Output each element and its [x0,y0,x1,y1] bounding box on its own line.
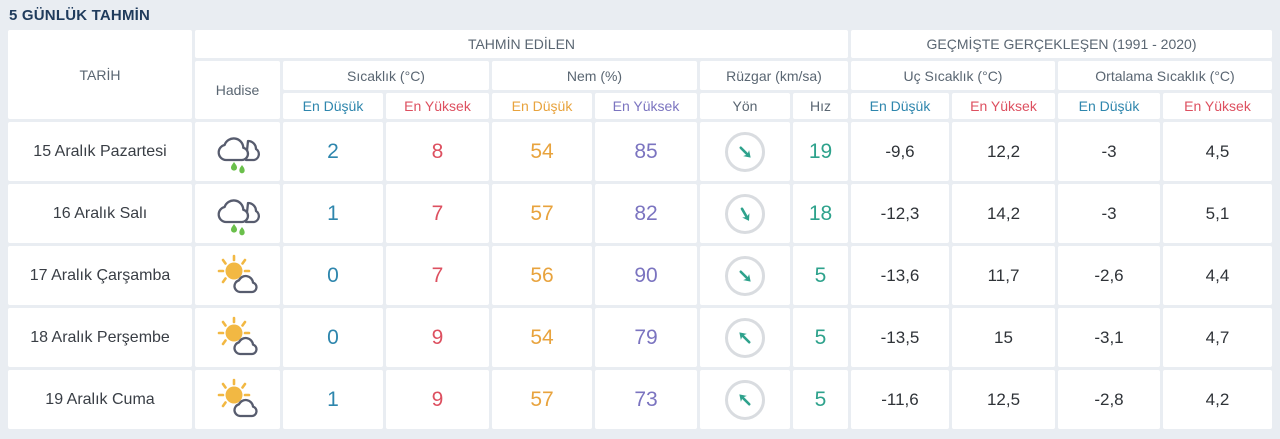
date-cell: 19 Aralık Cuma [8,370,192,429]
page-title: 5 GÜNLÜK TAHMİN [9,7,151,24]
temp-max-cell: 7 [386,246,489,305]
ext-max-cell: 14,2 [952,184,1055,243]
weather-icon-cell [195,370,280,429]
header-temperature: Sıcaklık (°C) [283,61,489,90]
avg-min-cell: -3,1 [1058,308,1160,367]
header-predicted-group: TAHMİN EDİLEN [195,30,848,58]
avg-min-cell: -2,8 [1058,370,1160,429]
avg-max-cell: 4,2 [1163,370,1272,429]
temp-max-cell: 8 [386,122,489,181]
hum-min-cell: 57 [492,184,592,243]
hum-max-cell: 82 [595,184,697,243]
header-event: Hadise [195,61,280,119]
wind-speed-cell: 5 [793,370,848,429]
wind-direction-cell [700,184,790,243]
hum-max-cell: 90 [595,246,697,305]
date-cell: 17 Aralık Çarşamba [8,246,192,305]
temp-min-cell: 0 [283,246,383,305]
header-wind: Rüzgar (km/sa) [700,61,848,90]
avg-max-cell: 4,5 [1163,122,1272,181]
avg-max-cell: 4,7 [1163,308,1272,367]
subheader-ext-min: En Düşük [851,93,949,119]
ext-min-cell: -12,3 [851,184,949,243]
avg-min-cell: -3 [1058,122,1160,181]
hum-min-cell: 54 [492,122,592,181]
subheader-hum-max: En Yüksek [595,93,697,119]
subheader-temp-min: En Düşük [283,93,383,119]
temp-max-cell: 7 [386,184,489,243]
header-average-temp: Ortalama Sıcaklık (°C) [1058,61,1272,90]
weather-icon-cell [195,122,280,181]
hum-min-cell: 56 [492,246,592,305]
temp-min-cell: 1 [283,370,383,429]
ext-max-cell: 15 [952,308,1055,367]
header-humidity: Nem (%) [492,61,697,90]
ext-min-cell: -9,6 [851,122,949,181]
hum-min-cell: 57 [492,370,592,429]
avg-max-cell: 4,4 [1163,246,1272,305]
ext-min-cell: -13,6 [851,246,949,305]
rain-icon [210,129,266,175]
wind-speed-cell: 5 [793,308,848,367]
ext-max-cell: 11,7 [952,246,1055,305]
wind-direction-cell [700,370,790,429]
date-cell: 15 Aralık Pazartesi [8,122,192,181]
wind-direction-cell [700,122,790,181]
hum-min-cell: 54 [492,308,592,367]
ext-max-cell: 12,2 [952,122,1055,181]
wind-direction-icon [725,317,765,358]
header-past-group: GEÇMİŞTE GERÇEKLEŞEN (1991 - 2020) [851,30,1272,58]
hum-max-cell: 79 [595,308,697,367]
avg-max-cell: 5,1 [1163,184,1272,243]
temp-min-cell: 2 [283,122,383,181]
temp-min-cell: 0 [283,308,383,367]
wind-speed-cell: 19 [793,122,848,181]
forecast-table: TARİH TAHMİN EDİLEN GEÇMİŞTE GERÇEKLEŞEN… [8,30,1272,429]
wind-speed-cell: 18 [793,184,848,243]
header-date: TARİH [8,30,192,119]
subheader-avg-max: En Yüksek [1163,93,1272,119]
date-cell: 18 Aralık Perşembe [8,308,192,367]
partly-cloudy-icon [210,253,266,299]
weather-icon-cell [195,184,280,243]
wind-direction-icon [725,193,765,234]
ext-max-cell: 12,5 [952,370,1055,429]
hum-max-cell: 73 [595,370,697,429]
avg-min-cell: -2,6 [1058,246,1160,305]
subheader-ext-max: En Yüksek [952,93,1055,119]
wind-direction-icon [725,379,765,420]
ext-min-cell: -11,6 [851,370,949,429]
temp-max-cell: 9 [386,370,489,429]
wind-direction-cell [700,246,790,305]
subheader-wind-spd: Hız [793,93,848,119]
subheader-hum-min: En Düşük [492,93,592,119]
partly-cloudy-icon [210,377,266,423]
weather-icon-cell [195,308,280,367]
hum-max-cell: 85 [595,122,697,181]
subheader-wind-dir: Yön [700,93,790,119]
wind-direction-cell [700,308,790,367]
wind-direction-icon [725,131,765,172]
subheader-temp-max: En Yüksek [386,93,489,119]
temp-max-cell: 9 [386,308,489,367]
avg-min-cell: -3 [1058,184,1160,243]
partly-cloudy-icon [210,315,266,361]
wind-speed-cell: 5 [793,246,848,305]
date-cell: 16 Aralık Salı [8,184,192,243]
rain-icon [210,191,266,237]
wind-direction-icon [725,255,765,296]
subheader-avg-min: En Düşük [1058,93,1160,119]
header-extreme-temp: Uç Sıcaklık (°C) [851,61,1055,90]
weather-icon-cell [195,246,280,305]
ext-min-cell: -13,5 [851,308,949,367]
temp-min-cell: 1 [283,184,383,243]
